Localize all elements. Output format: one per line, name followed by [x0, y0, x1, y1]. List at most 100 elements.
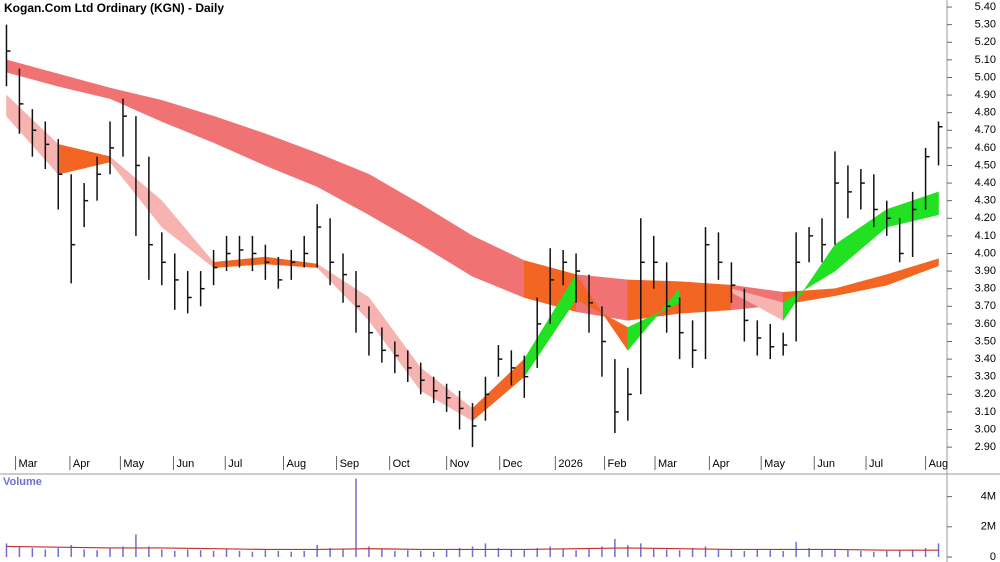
price-bar	[665, 262, 671, 333]
y-tick-label: 3.70	[975, 300, 996, 312]
price-bar	[238, 235, 244, 268]
price-bar	[277, 257, 283, 289]
price-bar	[536, 297, 542, 368]
y-tick-label: 4.90	[975, 89, 996, 101]
y-tick-label: 3.10	[975, 406, 996, 418]
price-bar	[225, 235, 231, 272]
price-bar	[161, 232, 166, 286]
price-bar	[743, 288, 749, 342]
x-tick-label: Apr	[73, 458, 90, 470]
price-bar	[924, 147, 930, 210]
y-tick-label: 4.80	[975, 107, 996, 119]
x-tick-label: Oct	[393, 458, 410, 470]
price-bar	[691, 320, 697, 368]
x-tick-label: Aug	[287, 458, 307, 470]
volume-tick-label: 2M	[981, 521, 996, 533]
price-bar	[83, 183, 89, 228]
x-tick-label: Mar	[658, 458, 677, 470]
x-tick-label: Sep	[340, 458, 360, 470]
plot-area	[5, 24, 943, 448]
y-tick-label: 4.70	[975, 124, 996, 136]
x-tick-label: Jul	[869, 458, 883, 470]
x-tick-label: May	[123, 458, 144, 470]
x-tick-label: Mar	[19, 458, 38, 470]
y-tick-label: 4.30	[975, 195, 996, 207]
price-bar	[782, 332, 788, 356]
y-tick-label: 3.60	[975, 318, 996, 330]
price-bar	[458, 390, 464, 430]
price-bar	[109, 121, 115, 175]
price-bar	[873, 174, 878, 228]
price-bar	[303, 235, 309, 268]
y-tick-label: 4.50	[975, 159, 996, 171]
y-tick-label: 3.00	[975, 423, 996, 435]
x-tick-label: Jun	[176, 458, 194, 470]
price-bar	[588, 274, 594, 333]
price-bar	[419, 362, 425, 395]
y-tick-label: 3.80	[975, 283, 996, 295]
price-bar	[186, 271, 192, 314]
volume-average	[6, 545, 939, 551]
price-bar	[407, 350, 412, 382]
price-bar	[523, 355, 529, 398]
x-tick-label: Jul	[228, 458, 242, 470]
y-tick-label: 5.40	[975, 1, 996, 13]
x-tick-label: Jun	[817, 458, 835, 470]
price-bar	[860, 168, 865, 210]
price-bar	[316, 204, 322, 268]
price-bar	[31, 109, 37, 157]
price-bar	[355, 271, 360, 333]
price-bar	[251, 235, 257, 272]
price-bar	[614, 359, 619, 434]
price-bar	[18, 68, 24, 134]
y-tick-label: 5.30	[975, 19, 996, 31]
price-bar	[96, 156, 102, 201]
x-tick-label: Feb	[608, 458, 627, 470]
ribbon-segment	[886, 258, 939, 286]
y-tick-label: 5.20	[975, 36, 996, 48]
volume-tick-label: 0	[990, 551, 996, 562]
price-bar	[627, 367, 632, 421]
y-tick-label: 3.20	[975, 388, 996, 400]
y-tick-label: 3.50	[975, 335, 996, 347]
price-bar	[937, 121, 943, 166]
price-bar	[148, 156, 153, 280]
x-tick-label: 2026	[558, 458, 582, 470]
price-bar	[601, 306, 606, 377]
chart-title: Kogan.Com Ltd Ordinary (KGN) - Daily	[4, 1, 224, 15]
volume-label: Volume	[3, 476, 42, 488]
price-bar	[885, 200, 891, 236]
price-bar	[135, 116, 140, 236]
price-bar	[57, 139, 63, 210]
price-bar	[834, 151, 839, 245]
price-bar	[471, 403, 477, 448]
y-tick-label: 4.20	[975, 212, 996, 224]
y-tick-label: 4.40	[975, 177, 996, 189]
price-bar	[174, 253, 179, 310]
price-bar	[717, 232, 723, 280]
price-bar	[652, 235, 658, 289]
price-bar	[122, 98, 127, 157]
price-bar	[445, 383, 451, 412]
y-tick-label: 3.40	[975, 353, 996, 365]
price-bar	[368, 306, 373, 356]
price-bar	[5, 24, 11, 87]
y-tick-label: 5.00	[975, 71, 996, 83]
price-bar	[290, 249, 296, 280]
x-tick-label: May	[764, 458, 785, 470]
price-bar	[199, 271, 205, 307]
price-bar	[575, 253, 581, 303]
price-bar	[640, 218, 645, 395]
price-bar	[381, 327, 386, 363]
price-bar	[212, 249, 218, 286]
price-bar	[562, 249, 568, 286]
x-tick-label: Dec	[503, 458, 523, 470]
price-bar	[549, 248, 555, 324]
price-bar	[847, 165, 852, 219]
y-tick-label: 5.10	[975, 54, 996, 66]
price-bar	[484, 376, 490, 421]
price-bar	[432, 376, 438, 404]
price-bar	[756, 320, 762, 356]
y-tick-label: 3.90	[975, 265, 996, 277]
x-tick-label: Nov	[450, 458, 470, 470]
